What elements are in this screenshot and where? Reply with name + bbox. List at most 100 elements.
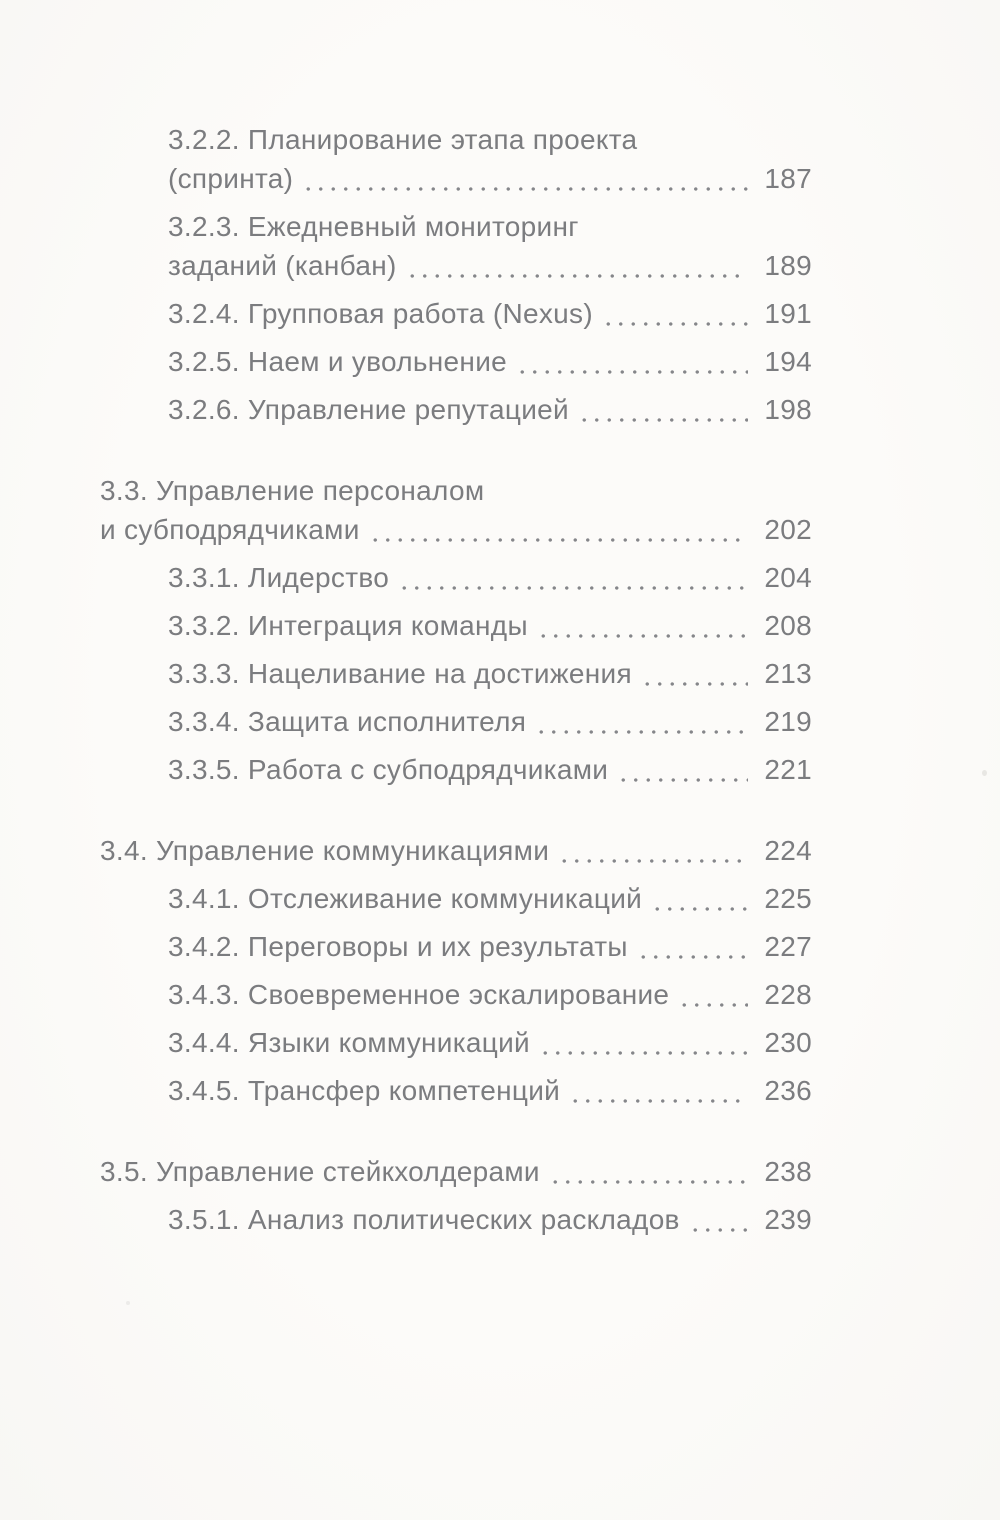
toc-entry-line: 3.4.3. Своевременное эскалирование 228: [168, 975, 812, 1014]
toc-entry-page-number: 202: [764, 514, 812, 545]
toc-entry-page-number: 191: [764, 298, 812, 329]
dot-leader: [536, 633, 748, 639]
toc-entry: 3.3.3. Нацеливание на достижения 213: [100, 654, 812, 693]
toc-entry-line: 3.3.5. Работа с субподрядчиками 221: [168, 750, 812, 789]
dot-leader: [577, 417, 748, 423]
dot-leader: [548, 1179, 748, 1185]
toc-entry-page-number: 208: [764, 610, 812, 641]
dot-leader: [535, 729, 748, 735]
toc-entry-title: 3.4.4. Языки коммуникаций: [168, 1027, 530, 1058]
dot-leader: [516, 369, 748, 375]
toc-entry-title: 3.3.3. Нацеливание на достижения: [168, 658, 632, 689]
toc-entry: 3.3.5. Работа с субподрядчиками 221: [100, 750, 812, 789]
toc-entry-title: 3.2.3. Ежедневный мониторинг: [168, 211, 579, 242]
toc-entry-line: 3.4.2. Переговоры и их результаты 227: [168, 927, 812, 966]
toc-entry-title: 3.2.4. Групповая работа (Nexus): [168, 298, 593, 329]
toc-entry-line: (спринта) 187: [168, 159, 812, 198]
toc-entry-title: 3.5. Управление стейкхолдерами: [100, 1156, 540, 1187]
dot-leader: [569, 1098, 748, 1104]
toc-entry-title: 3.2.6. Управление репутацией: [168, 394, 569, 425]
toc-entry: 3.2.4. Групповая работа (Nexus) 191: [100, 294, 812, 333]
toc-entry-page-number: 204: [764, 562, 812, 593]
dot-leader: [405, 273, 748, 279]
toc-entry-line: 3.4. Управление коммуникациями 224: [100, 831, 812, 870]
toc-entry-line: 3.4.4. Языки коммуникаций 230: [168, 1023, 812, 1062]
toc-entry: 3.4.2. Переговоры и их результаты 227: [100, 927, 812, 966]
toc-entry-line: 3.4.1. Отслеживание коммуникаций 225: [168, 879, 812, 918]
toc-entry-line: 3.3. Управление персоналом: [100, 471, 812, 510]
toc-entry-title: 3.3.2. Интеграция команды: [168, 610, 528, 641]
toc-entry: 3.5. Управление стейкхолдерами 238: [100, 1152, 812, 1191]
dot-leader: [688, 1227, 748, 1233]
dot-leader: [678, 1002, 748, 1008]
dot-leader: [302, 186, 748, 192]
toc-entry-line: 3.5. Управление стейкхолдерами 238: [100, 1152, 812, 1191]
toc-entry-page-number: 224: [764, 835, 812, 866]
toc-entry-line: 3.5.1. Анализ политических раскладов 239: [168, 1200, 812, 1239]
dot-leader: [651, 906, 748, 912]
dot-leader: [601, 321, 748, 327]
toc-entry: 3.4. Управление коммуникациями 224: [100, 831, 812, 870]
toc-page: 3.2.2. Планирование этапа проекта (спринт…: [100, 120, 812, 1248]
toc-entry: 3.3.4. Защита исполнителя 219: [100, 702, 812, 741]
dot-leader: [617, 777, 748, 783]
toc-entry-page-number: 225: [764, 883, 812, 914]
dot-leader: [640, 681, 748, 687]
toc-entry-line: 3.3.2. Интеграция команды 208: [168, 606, 812, 645]
toc-list: 3.2.2. Планирование этапа проекта (спринт…: [100, 120, 812, 1239]
toc-entry: 3.2.6. Управление репутацией 198: [100, 390, 812, 429]
toc-entry-title: 3.4.3. Своевременное эскалирование: [168, 979, 670, 1010]
toc-entry-line: 3.2.6. Управление репутацией 198: [168, 390, 812, 429]
toc-entry-title: 3.3. Управление персоналом: [100, 475, 485, 506]
toc-entry: 3.3. Управление персоналом и субподрядчик…: [100, 471, 812, 549]
scan-speck: [126, 1301, 130, 1305]
toc-entry-line: 3.3.3. Нацеливание на достижения 213: [168, 654, 812, 693]
toc-entry: 3.2.2. Планирование этапа проекта (спринт…: [100, 120, 812, 198]
dot-leader: [539, 1050, 748, 1056]
toc-entry-page-number: 228: [764, 979, 812, 1010]
toc-entry-line: 3.2.2. Планирование этапа проекта: [168, 120, 812, 159]
toc-entry-title: 3.2.5. Наем и увольнение: [168, 346, 508, 377]
toc-entry-page-number: 221: [764, 754, 812, 785]
toc-entry-page-number: 187: [764, 163, 812, 194]
toc-entry-title: 3.4. Управление коммуникациями: [100, 835, 550, 866]
toc-entry-page-number: 239: [764, 1204, 812, 1235]
toc-entry: 3.2.3. Ежедневный мониторинг заданий (кан…: [100, 207, 812, 285]
toc-entry-title: 3.4.5. Трансфер компетенций: [168, 1075, 561, 1106]
toc-entry-title: (спринта): [168, 163, 294, 194]
toc-entry: 3.4.1. Отслеживание коммуникаций 225: [100, 879, 812, 918]
toc-entry-title: заданий (канбан): [168, 250, 397, 281]
toc-entry: 3.4.3. Своевременное эскалирование 228: [100, 975, 812, 1014]
toc-entry: 3.5.1. Анализ политических раскладов 239: [100, 1200, 812, 1239]
toc-entry: 3.3.2. Интеграция команды 208: [100, 606, 812, 645]
toc-entry-line: 3.2.4. Групповая работа (Nexus) 191: [168, 294, 812, 333]
toc-entry-title: и субподрядчиками: [100, 514, 360, 545]
toc-entry-title: 3.5.1. Анализ политических раскладов: [168, 1204, 680, 1235]
toc-entry-title: 3.4.2. Переговоры и их результаты: [168, 931, 628, 962]
toc-entry-page-number: 230: [764, 1027, 812, 1058]
toc-entry-page-number: 189: [764, 250, 812, 281]
scan-speck: [982, 770, 987, 776]
dot-leader: [558, 858, 748, 864]
toc-entry-title: 3.3.5. Работа с субподрядчиками: [168, 754, 609, 785]
toc-entry-title: 3.3.4. Защита исполнителя: [168, 706, 527, 737]
toc-entry-line: 3.2.5. Наем и увольнение 194: [168, 342, 812, 381]
toc-entry-title: 3.3.1. Лидерство: [168, 562, 390, 593]
toc-entry-page-number: 227: [764, 931, 812, 962]
toc-entry-line: 3.3.4. Защита исполнителя 219: [168, 702, 812, 741]
toc-entry: 3.4.5. Трансфер компетенций 236: [100, 1071, 812, 1110]
toc-entry-page-number: 236: [764, 1075, 812, 1106]
dot-leader: [398, 585, 748, 591]
dot-leader: [636, 954, 748, 960]
toc-entry-title: 3.2.2. Планирование этапа проекта: [168, 124, 638, 155]
toc-entry-line: 3.3.1. Лидерство 204: [168, 558, 812, 597]
toc-entry-line: 3.4.5. Трансфер компетенций 236: [168, 1071, 812, 1110]
toc-entry: 3.3.1. Лидерство 204: [100, 558, 812, 597]
toc-entry-line: заданий (канбан) 189: [168, 246, 812, 285]
toc-entry-title: 3.4.1. Отслеживание коммуникаций: [168, 883, 643, 914]
toc-entry: 3.2.5. Наем и увольнение 194: [100, 342, 812, 381]
toc-entry-line: и субподрядчиками 202: [100, 510, 812, 549]
toc-entry-page-number: 198: [764, 394, 812, 425]
toc-entry-page-number: 238: [764, 1156, 812, 1187]
toc-entry-page-number: 219: [764, 706, 812, 737]
